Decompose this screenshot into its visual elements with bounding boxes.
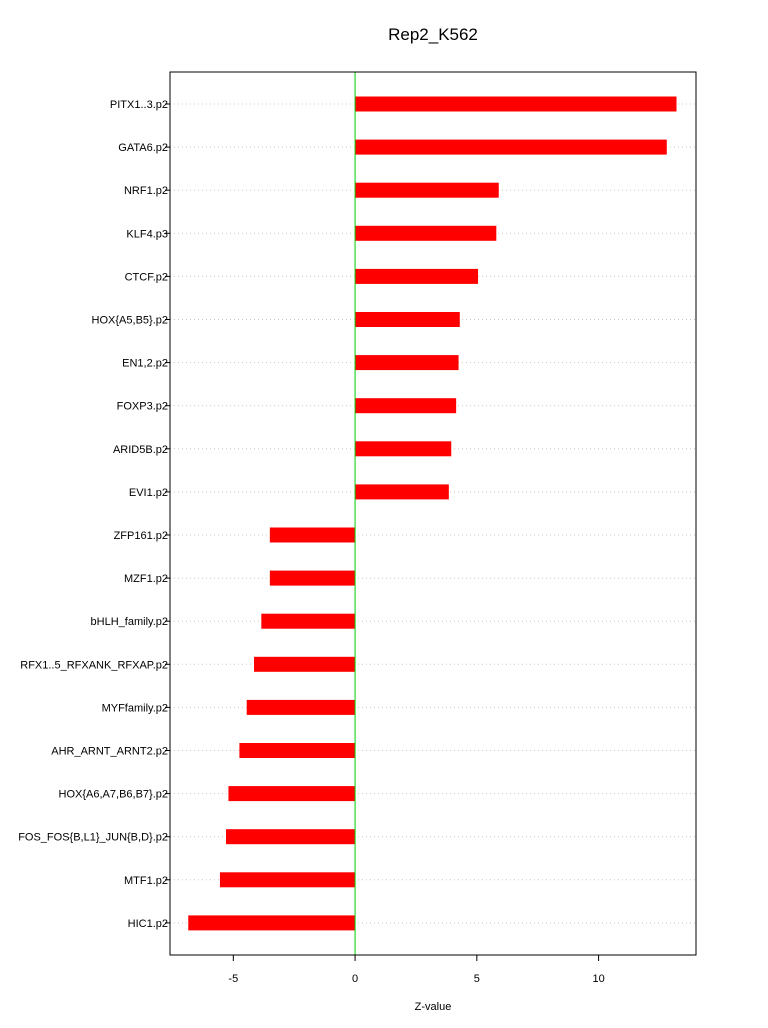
bar	[239, 743, 356, 758]
x-axis: -5 0 5 10	[228, 955, 605, 985]
bar	[269, 570, 356, 586]
bar	[228, 786, 356, 802]
x-tick-label: -5	[228, 973, 238, 985]
category-label: EVI1.p2	[129, 487, 168, 499]
bar	[226, 829, 356, 845]
category-label: NRF1.p2	[124, 185, 168, 197]
category-label: ARID5B.p2	[113, 444, 168, 456]
category-label: MTF1.p2	[124, 875, 168, 887]
bar	[246, 699, 356, 715]
bar	[355, 182, 499, 198]
bar	[254, 656, 356, 672]
category-label: HIC1.p2	[128, 918, 168, 930]
bar	[261, 613, 356, 629]
category-label: MYFfamily.p2	[102, 702, 168, 714]
category-label: ZFP161.p2	[114, 530, 168, 542]
x-tick-label: 0	[352, 973, 358, 985]
category-label: MZF1.p2	[124, 573, 168, 585]
category-label: KLF4.p3	[126, 228, 168, 240]
category-label: CTCF.p2	[125, 271, 168, 283]
bar	[355, 398, 457, 414]
bar	[355, 312, 460, 327]
bars	[188, 96, 677, 931]
category-label: HOX{A5,B5}.p2	[92, 315, 168, 327]
bar	[269, 527, 356, 543]
chart-title: Rep2_K562	[388, 25, 478, 44]
x-axis-label: Z-value	[415, 1001, 452, 1013]
x-tick-label: 10	[592, 973, 604, 985]
bar	[188, 915, 356, 931]
category-label: RFX1..5_RFXANK_RFXAP.p2	[20, 659, 168, 671]
category-label: PITX1..3.p2	[110, 99, 168, 111]
category-label: AHR_ARNT_ARNT2.p2	[51, 746, 168, 758]
category-label: bHLH_family.p2	[91, 616, 168, 628]
bar	[355, 268, 479, 284]
category-label: HOX{A6,A7,B6,B7}.p2	[59, 789, 168, 801]
bar	[355, 96, 677, 112]
category-label: EN1,2.p2	[122, 358, 168, 370]
category-label: GATA6.p2	[118, 142, 168, 154]
bar	[219, 872, 356, 888]
bar	[355, 139, 667, 155]
bar	[355, 484, 449, 500]
bar	[355, 225, 497, 241]
plot-frame	[169, 71, 697, 956]
bar	[355, 441, 452, 457]
category-labels: PITX1..3.p2 GATA6.p2 NRF1.p2 KLF4.p3 CTCF.p2…	[18, 99, 170, 930]
category-label: FOXP3.p2	[117, 401, 168, 413]
x-tick-label: 5	[474, 973, 480, 985]
category-label: FOS_FOS{B,L1}_JUN{B,D}.p2	[18, 832, 168, 844]
bar	[355, 355, 459, 371]
